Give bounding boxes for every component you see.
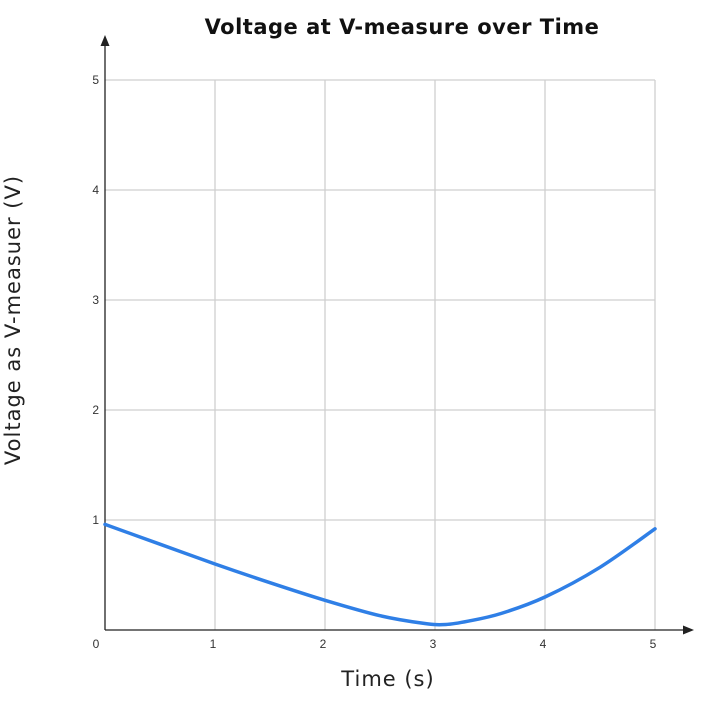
axes — [100, 35, 694, 635]
x-tick-label: 0 — [93, 637, 100, 651]
y-axis-arrow — [100, 35, 110, 46]
series-group — [103, 522, 657, 627]
y-tick-label: 2 — [92, 403, 99, 417]
grid — [105, 79, 656, 630]
x-axis-arrow — [683, 625, 694, 635]
y-tick-label: 5 — [92, 73, 99, 87]
y-tick-label: 1 — [92, 513, 99, 527]
x-tick-label: 2 — [320, 637, 327, 651]
x-axis-label: Time (s) — [340, 667, 434, 691]
tick-labels: 0 1 2 3 4 5 1 2 3 4 5 — [92, 73, 656, 651]
x-tick-label: 5 — [650, 637, 657, 651]
x-tick-label: 3 — [430, 637, 437, 651]
y-tick-label: 3 — [92, 293, 99, 307]
series-line — [103, 522, 657, 627]
chart-title: Voltage at V-measure over Time — [205, 15, 600, 39]
x-tick-label: 4 — [540, 637, 547, 651]
y-tick-label: 4 — [92, 183, 99, 197]
x-tick-label: 1 — [210, 637, 217, 651]
y-axis-label: Voltage as V-measuer (V) — [1, 175, 25, 465]
